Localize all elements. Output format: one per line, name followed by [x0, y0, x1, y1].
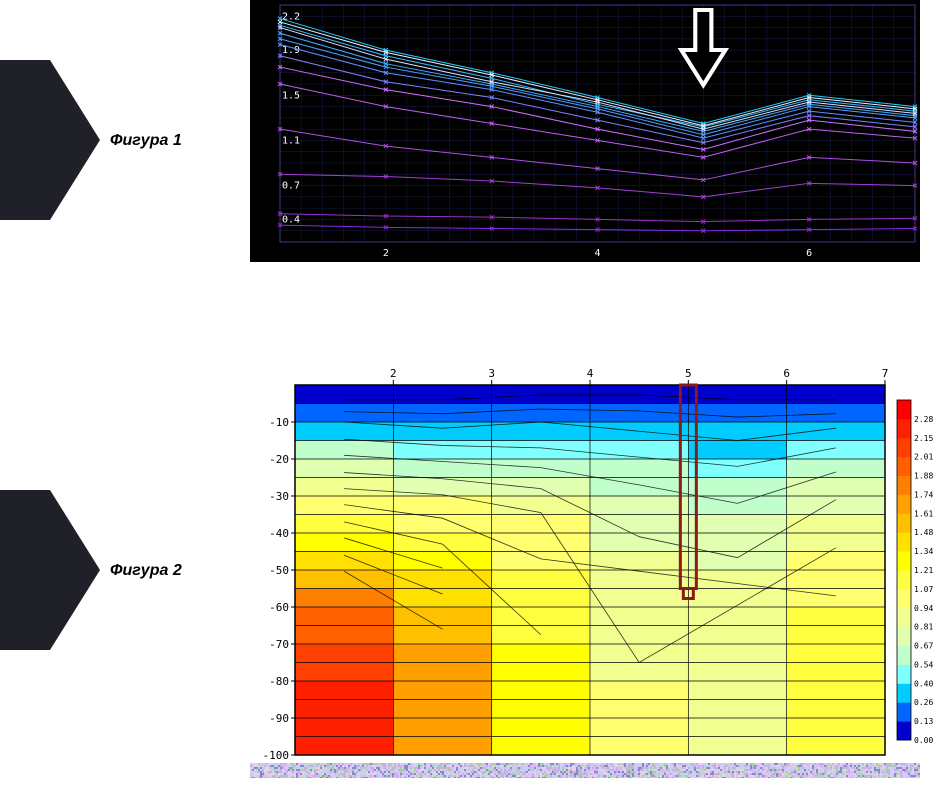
figure1-arrow-label	[0, 60, 100, 220]
figure1-chart: 0.4 0.7 1.1 1.5 1.9 2.2 2 4 6	[250, 0, 920, 262]
svg-text:2.2: 2.2	[282, 11, 300, 22]
svg-text:2.28: 2.28	[914, 415, 933, 424]
svg-text:1.88: 1.88	[914, 472, 933, 481]
svg-text:-60: -60	[269, 601, 289, 614]
svg-text:-80: -80	[269, 675, 289, 688]
svg-text:0.13: 0.13	[914, 717, 933, 726]
svg-text:1.74: 1.74	[914, 490, 933, 499]
svg-text:0.00: 0.00	[914, 736, 933, 745]
svg-text:1.34: 1.34	[914, 547, 933, 556]
svg-text:-100: -100	[263, 749, 290, 760]
svg-text:-40: -40	[269, 527, 289, 540]
svg-text:-20: -20	[269, 453, 289, 466]
svg-text:0.54: 0.54	[914, 660, 933, 669]
line-chart: 0.4 0.7 1.1 1.5 1.9 2.2 2 4 6	[250, 0, 920, 262]
svg-text:0.94: 0.94	[914, 604, 933, 613]
svg-text:1.9: 1.9	[282, 45, 300, 56]
heatmap-chart: 2 3 4 5 6 7 -10 -20 -30 -40 -50 -60 -70 -80 -90 -100 0.0…	[250, 360, 940, 760]
svg-text:1.61: 1.61	[914, 509, 933, 518]
figure1-label: Фигура 1	[110, 132, 182, 150]
svg-text:5: 5	[685, 367, 692, 380]
arrow-icon	[0, 60, 100, 220]
svg-text:1.07: 1.07	[914, 585, 933, 594]
svg-text:7: 7	[882, 367, 889, 380]
svg-text:2.01: 2.01	[914, 453, 933, 462]
svg-text:0.4: 0.4	[282, 214, 300, 225]
svg-text:3: 3	[488, 367, 495, 380]
svg-text:0.81: 0.81	[914, 623, 933, 632]
svg-text:-70: -70	[269, 638, 289, 651]
svg-text:-90: -90	[269, 712, 289, 725]
svg-text:4: 4	[587, 367, 594, 380]
figure2-chart: 2 3 4 5 6 7 -10 -20 -30 -40 -50 -60 -70 -80 -90 -100 0.0…	[250, 360, 940, 760]
noise-strip	[250, 763, 920, 778]
svg-text:0.67: 0.67	[914, 642, 933, 651]
svg-text:4: 4	[595, 248, 601, 259]
svg-text:1.21: 1.21	[914, 566, 933, 575]
svg-text:2: 2	[383, 248, 389, 259]
svg-text:2.15: 2.15	[914, 434, 933, 443]
arrow-icon	[0, 490, 100, 650]
figure2-label: Фигура 2	[110, 562, 182, 580]
svg-text:0.26: 0.26	[914, 698, 933, 707]
svg-text:-10: -10	[269, 416, 289, 429]
svg-text:1.5: 1.5	[282, 90, 300, 101]
svg-text:1.1: 1.1	[282, 135, 300, 146]
svg-text:1.48: 1.48	[914, 528, 933, 537]
svg-text:6: 6	[806, 248, 812, 259]
svg-text:2: 2	[390, 367, 397, 380]
svg-text:6: 6	[783, 367, 790, 380]
svg-text:0.40: 0.40	[914, 679, 933, 688]
svg-text:-30: -30	[269, 490, 289, 503]
figure2-arrow-label	[0, 490, 100, 650]
svg-text:-50: -50	[269, 564, 289, 577]
svg-text:0.7: 0.7	[282, 181, 300, 192]
